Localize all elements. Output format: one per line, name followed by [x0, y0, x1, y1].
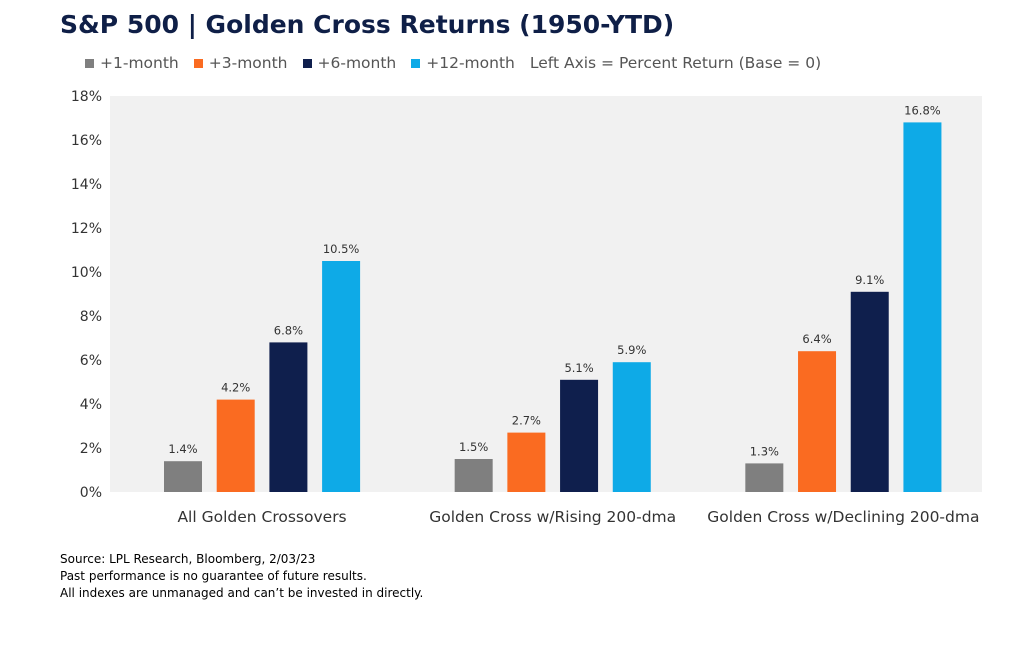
chart-title: S&P 500 | Golden Cross Returns (1950-YTD…: [60, 10, 675, 39]
legend-item-12-month: +12-month: [411, 54, 515, 72]
data-label: 6.4%: [802, 332, 831, 346]
bar-1-month: [454, 459, 493, 492]
data-label: 1.5%: [459, 440, 488, 454]
bar-1-month: [164, 461, 202, 492]
bar-3-month: [507, 432, 546, 492]
y-tick-label: 10%: [71, 265, 102, 281]
bar-3-month: [798, 351, 837, 492]
legend-label-1-month: +1-month: [100, 54, 179, 72]
y-tick-label: 8%: [80, 309, 102, 325]
bar-6-month: [850, 291, 889, 492]
bar-3-month: [216, 399, 255, 492]
data-label: 1.4%: [168, 442, 197, 456]
source-line: Source: LPL Research, Bloomberg, 2/03/23: [60, 552, 316, 566]
y-tick-label: 6%: [80, 353, 102, 369]
disclaimer-line: Past performance is no guarantee of futu…: [60, 569, 367, 583]
data-label: 2.7%: [512, 414, 541, 428]
bar-6-month: [560, 379, 599, 492]
bar-1-month: [745, 463, 784, 492]
legend-swatch-3-month: [193, 58, 203, 68]
x-category-label: All Golden Crossovers: [177, 508, 346, 526]
source-notes: Source: LPL Research, Bloomberg, 2/03/23…: [60, 551, 423, 602]
data-label: 1.3%: [750, 444, 779, 458]
data-label: 5.9%: [617, 343, 646, 357]
legend-item-6-month: +6-month: [302, 54, 397, 72]
data-label: 9.1%: [855, 273, 884, 287]
legend-label-3-month: +3-month: [208, 54, 288, 72]
data-label: 4.2%: [221, 381, 250, 395]
x-category-label: Golden Cross w/Declining 200-dma: [707, 508, 979, 526]
legend-swatch-12-month: [411, 58, 421, 68]
legend: +1-month +3-month +6-month +12-month Lef…: [85, 52, 821, 74]
data-label: 5.1%: [564, 361, 593, 375]
y-tick-label: 12%: [71, 221, 102, 237]
disclaimer-line: All indexes are unmanaged and can’t be i…: [60, 586, 424, 600]
y-tick-label: 4%: [80, 397, 102, 413]
x-category-label: Golden Cross w/Rising 200-dma: [429, 508, 676, 526]
legend-label-12-month: +12-month: [426, 54, 515, 72]
data-label: 6.8%: [274, 323, 303, 337]
y-tick-label: 18%: [71, 89, 102, 105]
legend-swatch-6-month: [302, 58, 312, 68]
legend-item-1-month: +1-month: [85, 54, 179, 72]
y-tick-label: 16%: [71, 133, 102, 149]
bar-12-month: [322, 261, 361, 492]
bar-12-month: [903, 122, 942, 493]
legend-note: Left Axis = Percent Return (Base = 0): [529, 54, 822, 72]
legend-swatch-1-month: [85, 58, 94, 68]
data-label: 10.5%: [323, 242, 360, 256]
legend-label-6-month: +6-month: [317, 54, 397, 72]
y-tick-label: 14%: [71, 177, 102, 193]
bar-6-month: [269, 342, 308, 492]
y-tick-label: 0%: [80, 485, 102, 501]
bar-12-month: [612, 362, 651, 492]
y-tick-label: 2%: [80, 441, 102, 457]
plot-area: [110, 96, 982, 492]
data-label: 16.8%: [904, 103, 941, 117]
legend-item-3-month: +3-month: [193, 54, 288, 72]
